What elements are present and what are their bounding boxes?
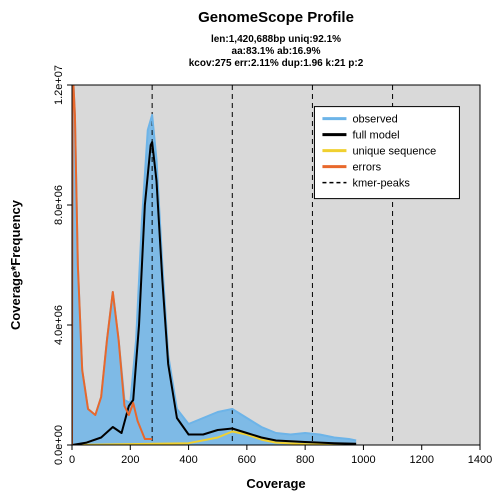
x-tick-label: 0 — [69, 454, 75, 466]
y-tick-label: 8.0e+06 — [53, 185, 65, 225]
legend-label: full model — [352, 130, 399, 142]
chart-subtitle: kcov:275 err:2.11% dup:1.96 k:21 p:2 — [189, 58, 364, 69]
y-tick-label: 1.2e+07 — [53, 65, 65, 105]
y-tick-label: 0.0e+00 — [53, 425, 65, 465]
chart-subtitle: len:1,420,688bp uniq:92.1% — [211, 34, 341, 45]
x-tick-label: 1000 — [351, 454, 375, 466]
chart-title: GenomeScope Profile — [198, 9, 354, 26]
y-axis-label: Coverage*Frequency — [8, 199, 23, 330]
x-tick-label: 200 — [121, 454, 139, 466]
chart-svg: 0 200 400 600 800 1000 1200 1400 0.0e+00 4.0e+06 8… — [0, 0, 500, 500]
legend-label: observed — [352, 114, 397, 126]
chart-container: 0 200 400 600 800 1000 1200 1400 0.0e+00 4.0e+06 8… — [0, 0, 500, 500]
x-tick-label: 1400 — [468, 454, 492, 466]
x-tick-label: 1200 — [409, 454, 433, 466]
legend-label: errors — [352, 162, 381, 174]
x-tick-label: 400 — [179, 454, 197, 466]
x-tick-label: 800 — [296, 454, 314, 466]
y-tick-label: 4.0e+06 — [53, 305, 65, 345]
legend-label: unique sequence — [352, 146, 436, 158]
chart-subtitle: aa:83.1% ab:16.9% — [232, 46, 321, 57]
x-axis-label: Coverage — [246, 476, 305, 491]
legend-label: kmer-peaks — [352, 178, 410, 190]
x-tick-label: 600 — [238, 454, 256, 466]
